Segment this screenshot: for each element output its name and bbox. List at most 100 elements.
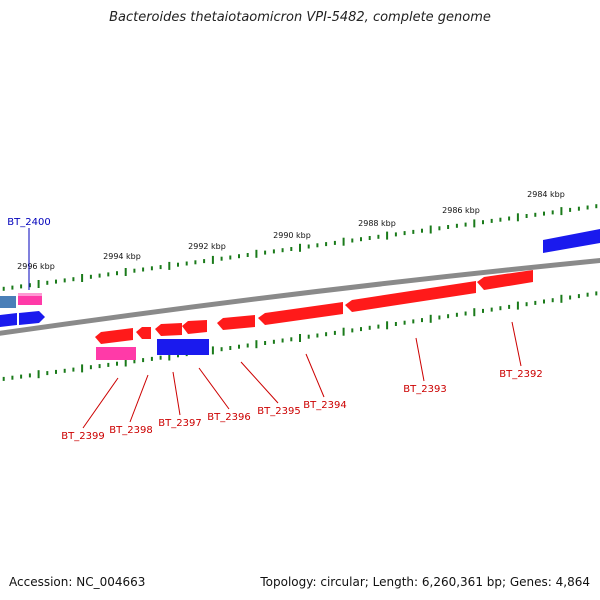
gene-arrow-bt-2399[interactable]: [95, 328, 133, 344]
gene-arrow-bt-2400-highlight: [18, 293, 42, 296]
minor-tick: [238, 344, 240, 349]
major-tick: [124, 268, 127, 276]
minor-tick: [98, 273, 101, 278]
gene-arrow-steel[interactable]: [0, 296, 16, 308]
major-tick: [560, 294, 563, 303]
minor-tick: [185, 261, 188, 266]
minor-tick: [246, 253, 249, 257]
minor-tick: [203, 259, 206, 264]
gene-arrow-bt-2396[interactable]: [182, 320, 207, 334]
major-tick: [37, 370, 40, 379]
minor-tick: [464, 222, 467, 227]
minor-tick: [316, 333, 319, 338]
minor-tick: [63, 368, 66, 373]
genome-summary-text: Topology: circular; Length: 6,260,361 bp…: [260, 575, 590, 589]
gene-arrow-bt-2395[interactable]: [217, 315, 255, 330]
major-tick: [299, 243, 301, 252]
minor-tick: [403, 231, 406, 236]
genome-backbone: [0, 257, 600, 336]
minor-tick: [490, 218, 493, 223]
minor-tick: [464, 311, 467, 316]
gene-arrow-blue-left-2[interactable]: [19, 311, 45, 325]
minor-tick: [499, 306, 502, 311]
minor-tick: [360, 237, 362, 242]
major-tick: [168, 261, 171, 270]
gene-label-bt-2395: BT_2395: [257, 406, 300, 417]
gene-arrow-bt-2397[interactable]: [155, 323, 182, 336]
minor-tick: [534, 212, 537, 217]
minor-tick: [11, 285, 14, 290]
minor-tick: [307, 244, 310, 249]
major-tick: [81, 274, 84, 282]
minor-tick: [20, 284, 23, 289]
minor-tick: [194, 260, 197, 265]
minor-tick: [455, 223, 458, 228]
minor-tick: [412, 319, 415, 324]
minor-tick: [220, 256, 223, 261]
minor-tick: [482, 220, 484, 225]
gene-arrow-blue-lower[interactable]: [157, 339, 209, 355]
minor-tick: [63, 278, 66, 283]
minor-tick: [290, 247, 293, 251]
minor-tick: [421, 228, 423, 233]
minor-tick: [447, 314, 450, 319]
minor-tick: [534, 300, 537, 305]
minor-tick: [394, 322, 397, 326]
minor-tick: [351, 328, 354, 333]
minor-tick: [20, 374, 23, 379]
minor-tick: [403, 320, 406, 325]
major-tick: [386, 231, 389, 240]
minor-tick: [281, 248, 284, 253]
minor-tick: [246, 343, 249, 348]
minor-tick: [238, 254, 240, 259]
gene-arrow-bt-2393[interactable]: [345, 281, 476, 312]
minor-tick: [229, 346, 232, 350]
minor-tick: [577, 206, 580, 211]
minor-tick: [333, 240, 336, 245]
gene-arrow-bt-2394[interactable]: [258, 302, 343, 325]
gene-arrow-bt-2392[interactable]: [477, 270, 533, 290]
gene-label-bt-2394: BT_2394: [303, 400, 346, 411]
minor-tick: [159, 355, 162, 360]
gene-label-bt-2398: BT_2398: [109, 425, 152, 436]
minor-tick: [438, 226, 441, 231]
minor-tick: [264, 250, 267, 255]
minor-tick: [55, 369, 57, 374]
minor-tick: [394, 232, 397, 237]
minor-tick: [2, 376, 5, 381]
minor-tick: [177, 262, 179, 267]
callout-lines: [28, 228, 522, 429]
minor-tick: [499, 217, 502, 222]
map-title: Bacteroides thetaiotaomicron VPI-5482, c…: [109, 10, 491, 25]
major-tick: [560, 207, 563, 216]
minor-tick: [55, 279, 57, 284]
minor-tick: [307, 334, 310, 339]
minor-tick: [107, 272, 110, 277]
minor-tick: [272, 249, 275, 254]
gene-arrow-bt-2398[interactable]: [136, 327, 151, 339]
minor-tick: [11, 375, 14, 380]
inner-scale-track: [2, 291, 598, 381]
minor-tick: [229, 255, 232, 260]
major-tick: [516, 213, 519, 222]
scale-label: 2990 kbp: [273, 231, 311, 240]
gene-arrow-blue-forward[interactable]: [543, 229, 600, 253]
minor-tick: [46, 371, 49, 376]
scale-label: 2984 kbp: [527, 190, 565, 199]
major-tick: [255, 340, 258, 349]
minor-tick: [150, 266, 153, 271]
forward-strand-genes: [0, 229, 600, 308]
major-tick: [516, 301, 519, 310]
minor-tick: [89, 365, 92, 370]
minor-tick: [290, 337, 293, 342]
gene-arrow-blue-left[interactable]: [0, 313, 17, 327]
major-tick: [429, 225, 432, 234]
reverse-strand-genes: [0, 270, 533, 360]
gene-label-bt-2396: BT_2396: [207, 412, 250, 423]
gene-arrow-pink-lower[interactable]: [96, 347, 136, 360]
minor-tick: [2, 286, 5, 291]
minor-tick: [490, 307, 493, 312]
minor-tick: [525, 214, 528, 218]
major-tick: [386, 321, 389, 330]
